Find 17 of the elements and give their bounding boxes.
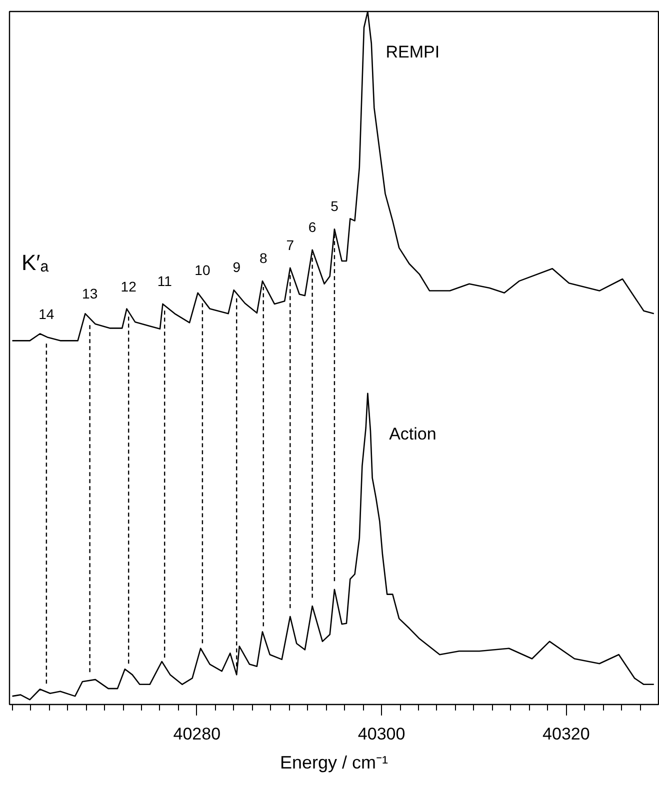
annotation: 10: [194, 262, 210, 278]
annotation: 12: [120, 278, 137, 294]
annotation: 13: [82, 285, 98, 302]
series-label: Action: [389, 424, 436, 444]
annotation: 11: [157, 272, 172, 289]
x-tick-label: 40320: [542, 724, 590, 744]
x-axis-title: Energy / cm⁻¹: [280, 752, 388, 772]
annotation: 8: [259, 250, 268, 266]
annotation: 6: [308, 218, 316, 235]
annotation: K′ₐ: [22, 250, 50, 275]
annotation: 5: [330, 198, 339, 214]
x-tick-label: 40300: [358, 724, 406, 744]
annotation: 14: [38, 306, 54, 322]
x-tick-label: 40280: [173, 724, 221, 744]
annotation: 7: [286, 236, 294, 253]
series-label: REMPI: [386, 42, 440, 62]
annotation: 9: [232, 259, 241, 276]
